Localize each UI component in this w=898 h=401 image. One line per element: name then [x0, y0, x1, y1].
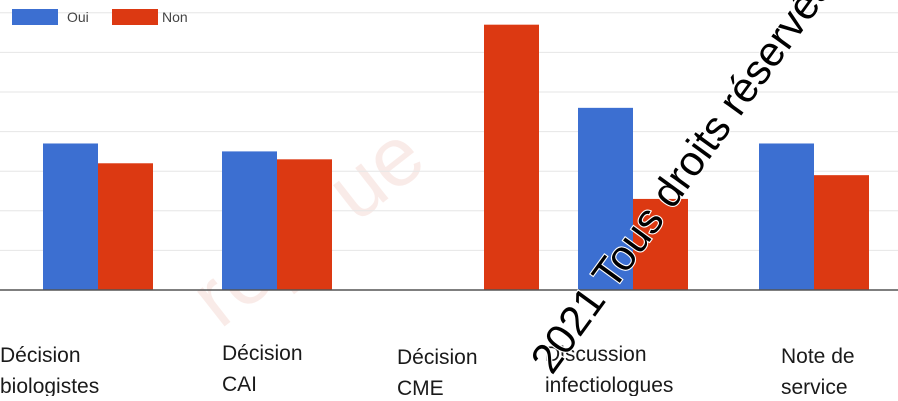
category-label-5: Note de service	[781, 345, 855, 396]
legend-swatch-non	[112, 9, 158, 25]
category-labels: Décision biologistes Décision CAI Décision CM…	[0, 342, 855, 400]
bar-non-1	[98, 163, 153, 290]
bar-non-4	[633, 198, 688, 290]
bar-oui-5	[759, 143, 814, 290]
legend-label-non: Non	[162, 9, 188, 25]
category-label-1: Décision biologistes	[0, 344, 99, 396]
bar-oui-4	[578, 107, 633, 290]
legend-swatch-oui	[12, 9, 58, 25]
bar-non-3	[484, 24, 539, 291]
bar-oui-1	[43, 143, 98, 290]
bar-non-2	[277, 159, 332, 290]
bar-non-5	[814, 175, 869, 290]
category-label-2: Décision CAI	[222, 342, 303, 396]
legend-label-oui: Oui	[67, 9, 89, 25]
legend: Oui Non	[12, 9, 188, 25]
category-label-3: Décision CME	[397, 346, 478, 396]
bars	[43, 24, 869, 291]
category-label-4: Discussion infectiologues	[545, 343, 673, 396]
bar-oui-2	[222, 151, 277, 290]
